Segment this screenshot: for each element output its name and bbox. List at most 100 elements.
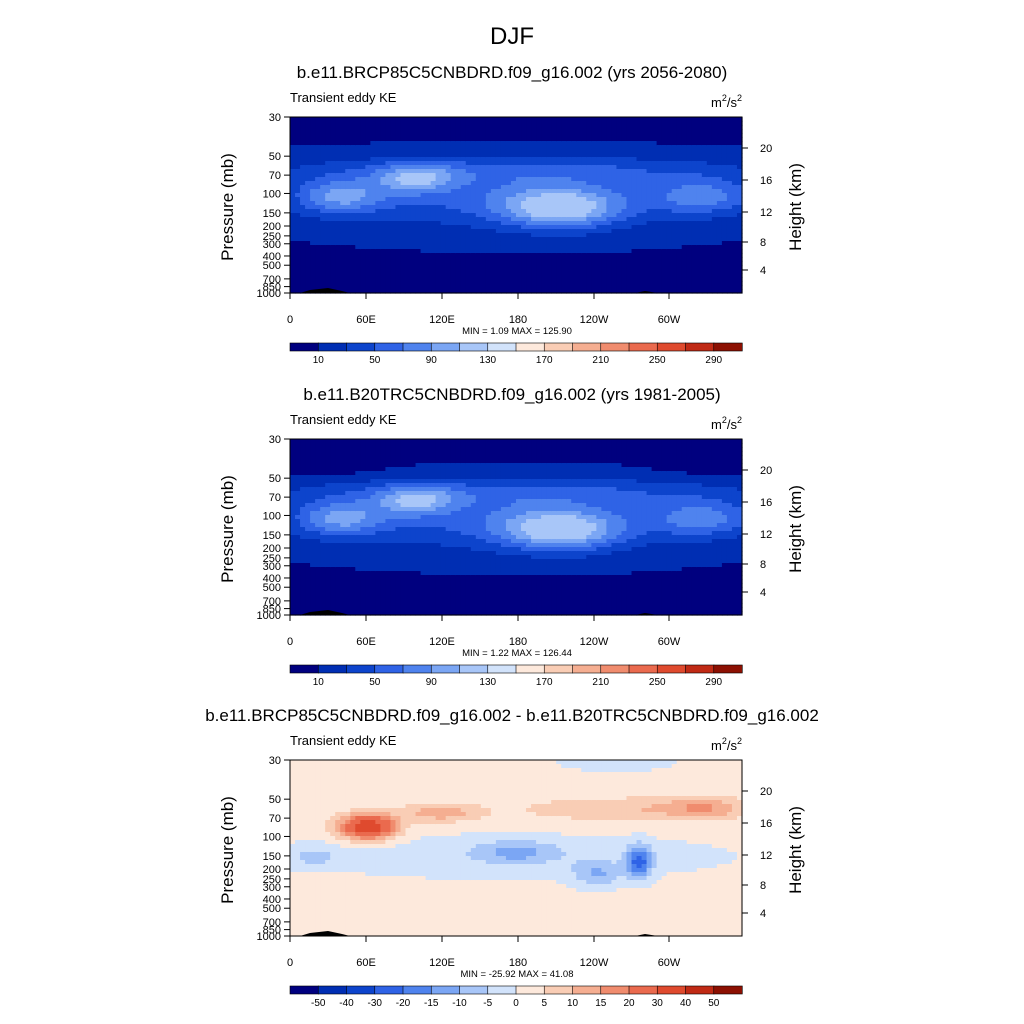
field-cell: [646, 197, 653, 202]
field-cell: [370, 233, 376, 238]
field-cell: [721, 181, 728, 186]
field-cell: [430, 149, 437, 154]
field-cell: [405, 237, 412, 242]
field-cell: [495, 137, 502, 142]
field-cell: [355, 201, 361, 206]
field-cell: [531, 221, 537, 226]
field-cell: [460, 161, 467, 166]
field-cell: [420, 253, 427, 258]
field-cell: [310, 475, 316, 480]
field-cell: [701, 181, 708, 186]
field-cell: [375, 467, 381, 472]
field-cell: [490, 145, 497, 150]
field-cell: [691, 225, 698, 230]
field-cell: [345, 161, 351, 166]
field-cell: [626, 169, 633, 174]
field-cell: [295, 129, 301, 134]
field-cell: [460, 245, 467, 250]
field-cell: [315, 229, 321, 234]
field-cell: [385, 603, 392, 608]
field-cell: [536, 277, 542, 282]
field-cell: [455, 277, 462, 282]
field-cell: [616, 273, 623, 278]
field-cell: [731, 285, 738, 290]
field-cell: [355, 575, 361, 580]
field-cell: [576, 121, 582, 126]
field-cell: [576, 129, 582, 134]
field-cell: [551, 149, 557, 154]
field-cell: [295, 177, 301, 182]
field-cell: [305, 125, 311, 130]
field-cell: [300, 265, 306, 270]
field-cell: [576, 273, 582, 278]
field-cell: [641, 149, 648, 154]
field-cell: [290, 129, 296, 134]
field-cell: [711, 289, 718, 294]
field-cell: [395, 269, 402, 274]
field-cell: [546, 177, 552, 182]
field-cell: [696, 221, 703, 226]
field-cell: [300, 261, 306, 266]
field-cell: [711, 201, 718, 206]
field-cell: [716, 289, 723, 294]
field-cell: [636, 233, 643, 238]
field-cell: [576, 185, 582, 190]
field-cell: [330, 547, 336, 552]
field-cell: [531, 225, 537, 230]
field-cell: [561, 129, 567, 134]
field-cell: [616, 289, 623, 294]
field-cell: [651, 233, 658, 238]
field-cell: [315, 503, 321, 508]
field-cell: [370, 273, 376, 278]
field-cell: [586, 217, 592, 222]
field-cell: [340, 177, 346, 182]
field-cell: [330, 121, 336, 126]
field-cell: [726, 229, 733, 234]
field-cell: [641, 153, 648, 158]
field-cell: [701, 157, 708, 162]
field-cell: [626, 137, 633, 142]
field-cell: [561, 213, 567, 218]
field-cell: [400, 241, 407, 246]
field-cell: [300, 153, 306, 158]
colorbar-swatch: [515, 342, 545, 352]
field-cell: [651, 169, 658, 174]
field-cell: [340, 459, 346, 464]
field-cell: [656, 185, 663, 190]
field-cell: [465, 173, 472, 178]
field-cell: [345, 503, 351, 508]
field-cell: [666, 153, 673, 158]
field-cell: [335, 503, 341, 508]
field-cell: [425, 141, 432, 146]
field-cell: [375, 483, 381, 488]
field-cell: [460, 169, 467, 174]
field-cell: [330, 531, 336, 536]
field-cell: [320, 117, 326, 122]
field-cell: [335, 137, 341, 142]
field-cell: [475, 149, 482, 154]
field-cell: [516, 289, 522, 294]
field-cell: [566, 189, 572, 194]
field-cell: [360, 503, 366, 508]
field-cell: [350, 471, 356, 476]
field-cell: [566, 253, 572, 258]
field-cell: [676, 193, 683, 198]
field-cell: [455, 117, 462, 122]
field-cell: [300, 213, 306, 218]
field-cell: [425, 249, 432, 254]
field-cell: [405, 273, 412, 278]
field-cell: [410, 129, 417, 134]
field-cell: [526, 253, 532, 258]
field-cell: [455, 217, 462, 222]
field-cell: [651, 237, 658, 242]
field-cell: [736, 261, 743, 266]
field-cell: [375, 121, 381, 126]
field-cell: [450, 281, 457, 286]
field-cell: [385, 555, 392, 560]
field-cell: [325, 459, 331, 464]
field-cell: [465, 129, 472, 134]
field-cell: [340, 133, 346, 138]
field-cell: [325, 161, 331, 166]
field-cell: [325, 523, 331, 528]
field-cell: [425, 209, 432, 214]
